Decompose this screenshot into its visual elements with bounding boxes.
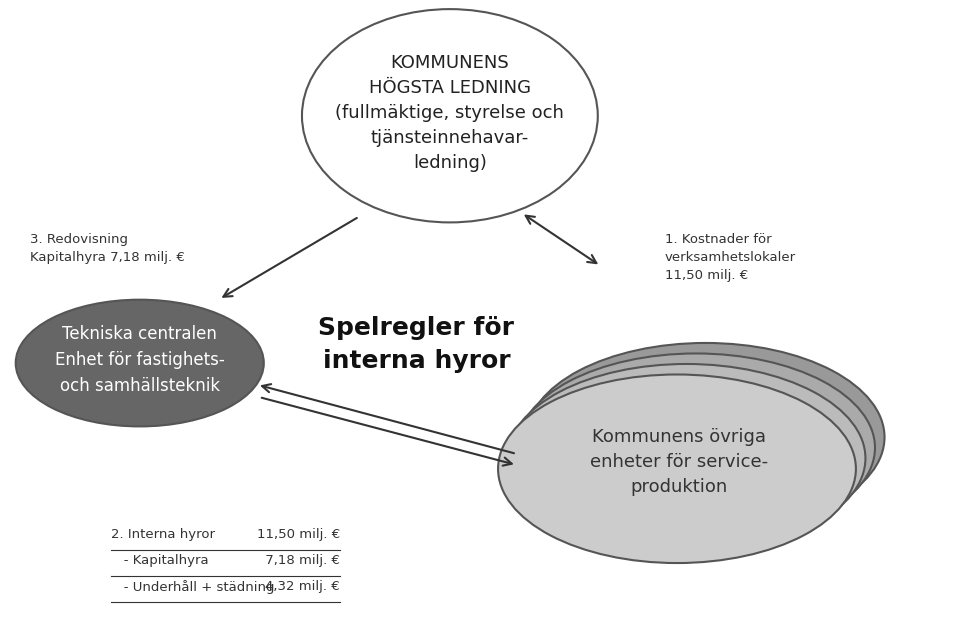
- Ellipse shape: [15, 300, 264, 427]
- Text: - Underhåll + städning: - Underhåll + städning: [111, 580, 275, 594]
- Text: 11,50 milj. €: 11,50 milj. €: [256, 528, 340, 541]
- Ellipse shape: [526, 343, 884, 532]
- Ellipse shape: [507, 364, 865, 553]
- Text: 4,32 milj. €: 4,32 milj. €: [265, 580, 340, 593]
- Text: - Kapitalhyra: - Kapitalhyra: [111, 554, 209, 567]
- Text: 2. Interna hyror: 2. Interna hyror: [111, 528, 215, 541]
- Text: 1. Kostnader för
verksamhetslokaler
11,50 milj. €: 1. Kostnader för verksamhetslokaler 11,5…: [664, 233, 795, 282]
- Text: KOMMUNENS
HÖGSTA LEDNING
(fullmäktige, styrelse och
tjänsteinnehavar-
ledning): KOMMUNENS HÖGSTA LEDNING (fullmäktige, s…: [336, 53, 565, 171]
- Ellipse shape: [498, 374, 856, 563]
- Text: 7,18 milj. €: 7,18 milj. €: [244, 554, 340, 567]
- Text: Tekniska centralen
Enhet för fastighets-
och samhällsteknik: Tekniska centralen Enhet för fastighets-…: [55, 325, 225, 396]
- Ellipse shape: [517, 353, 875, 542]
- Text: Spelregler för
interna hyror: Spelregler för interna hyror: [319, 315, 515, 373]
- Text: 3. Redovisning
Kapitalhyra 7,18 milj. €: 3. Redovisning Kapitalhyra 7,18 milj. €: [30, 233, 185, 264]
- Ellipse shape: [302, 9, 598, 222]
- Text: Kommunens övriga
enheter för service-
produktion: Kommunens övriga enheter för service- pr…: [590, 428, 768, 496]
